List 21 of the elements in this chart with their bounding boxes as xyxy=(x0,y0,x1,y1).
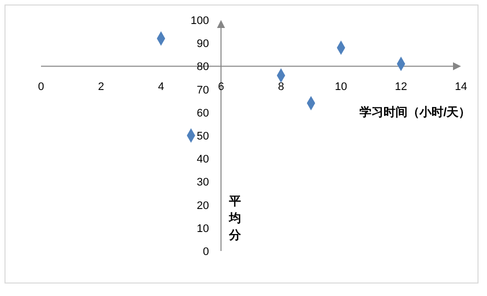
y-tick-label: 70 xyxy=(196,84,209,96)
y-tick-label: 100 xyxy=(190,15,209,27)
x-tick-label: 6 xyxy=(218,81,224,94)
x-tick-label: 4 xyxy=(158,81,164,94)
y-tick-label: 0 xyxy=(202,246,209,258)
x-tick-label: 10 xyxy=(334,81,348,94)
x-tick-label: 14 xyxy=(454,81,468,94)
x-tick-label: 2 xyxy=(98,81,104,94)
y-tick-label: 50 xyxy=(196,130,209,142)
y-axis-title: 平均分 xyxy=(228,194,242,242)
y-tick-label: 60 xyxy=(196,107,209,120)
y-tick-label: 90 xyxy=(196,38,209,50)
x-tick-label: 0 xyxy=(38,81,44,94)
y-tick-label: 30 xyxy=(196,176,209,189)
y-tick-label: 40 xyxy=(196,154,209,166)
y-tick-label: 80 xyxy=(196,61,209,74)
x-tick-label: 12 xyxy=(394,81,408,94)
y-tick-label: 10 xyxy=(196,222,209,235)
x-axis-title: 学习时间（小时/天） xyxy=(359,105,471,120)
y-tick-label: 20 xyxy=(196,200,209,212)
x-tick-label: 8 xyxy=(278,81,284,94)
